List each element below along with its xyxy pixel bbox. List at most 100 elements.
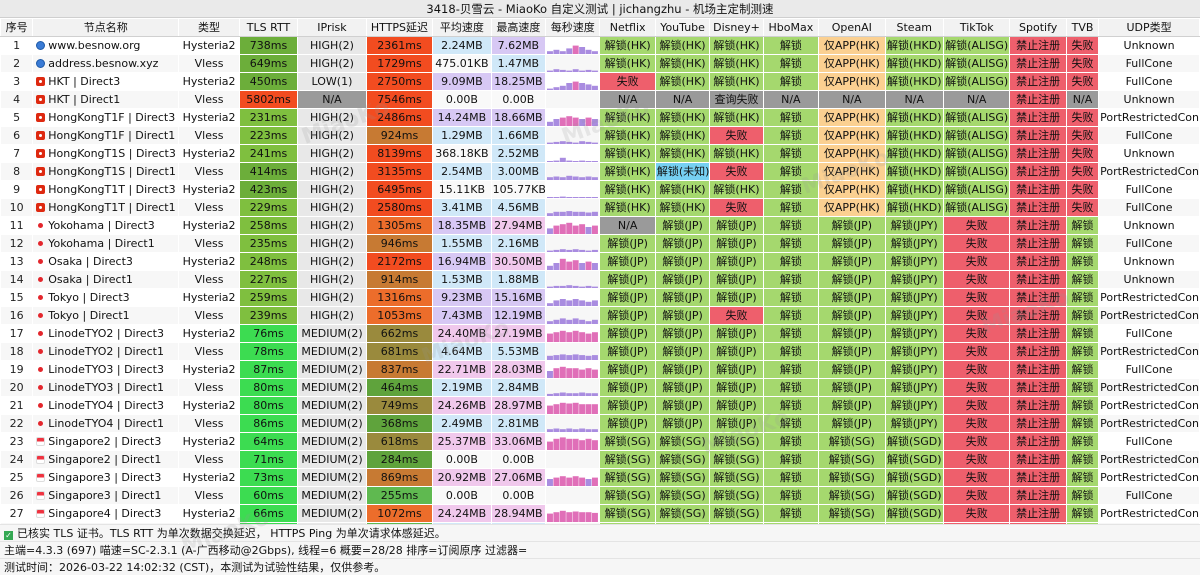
cell-node-name: Yokohama | Direct3 — [32, 216, 180, 235]
cell-type: Vless — [178, 486, 240, 505]
cell-openai: 仅APP(HK) — [818, 180, 886, 199]
sparkline-bar — [592, 197, 598, 198]
table-row: 21 LinodeTYO4 | Direct3 Hysteria2 80ms MEDIU… — [0, 396, 1200, 415]
column-header[interactable]: Disney+ — [709, 18, 764, 37]
cell-avg-speed: 2.24MB — [432, 36, 492, 55]
cell-iprisk: HIGH(2) — [297, 252, 367, 271]
cell-https-delay: 869ms — [365, 468, 434, 487]
cell-openai: 解锁(JP) — [818, 378, 886, 397]
cell-max-speed: 28.94MB — [490, 504, 547, 523]
column-header[interactable]: HTTPS延迟 — [365, 18, 434, 37]
column-header[interactable]: 节点名称 — [32, 18, 180, 37]
cell-tls-rtt: 450ms — [238, 72, 299, 91]
cell-seq: 3 — [0, 72, 34, 91]
cell-speed-sparkline — [545, 126, 601, 145]
node-name-label: HongKongT1S | Direct1 — [48, 164, 176, 178]
column-header[interactable]: 平均速度 — [432, 18, 492, 37]
cell-netflix: 解锁(HK) — [599, 54, 656, 73]
node-name-label: Singapore2 | Direct3 — [48, 434, 162, 448]
column-header[interactable]: 每秒速度 — [545, 18, 601, 37]
column-header[interactable]: HboMax — [762, 18, 820, 37]
cell-youtube: 解锁(HK) — [654, 54, 711, 73]
column-header[interactable]: TLS RTT — [238, 18, 299, 37]
cell-steam: 解锁(HKD) — [884, 162, 944, 181]
sparkline-bar — [592, 404, 598, 414]
sparkline-bar — [553, 300, 560, 306]
cell-disney: 失败 — [709, 126, 764, 145]
cell-udp-type: Unknown — [1098, 144, 1200, 163]
sparkline-bar — [579, 160, 586, 162]
cell-type: Vless — [178, 342, 240, 361]
sparkline-bar — [592, 249, 598, 252]
sparkline-bar — [585, 333, 592, 342]
cell-disney: 解锁(JP) — [709, 396, 764, 415]
cell-https-delay: 2172ms — [365, 252, 434, 271]
cell-avg-speed: 24.40MB — [432, 324, 492, 343]
cell-netflix: 解锁(SG) — [599, 486, 656, 505]
column-header[interactable]: 最高速度 — [490, 18, 547, 37]
cell-seq: 11 — [0, 216, 34, 235]
sparkline-bar — [559, 177, 566, 180]
cell-tvb: N/A — [1065, 90, 1100, 109]
results-table: 序号 节点名称 类型 TLS RTT IPrisk HTTPS延迟 平均速度 最高速度 每秒速度… — [0, 18, 1200, 541]
column-header[interactable]: OpenAI — [818, 18, 886, 37]
cell-youtube: 解锁(HK) — [654, 36, 711, 55]
cell-type: Hysteria2 — [178, 432, 240, 451]
cell-avg-speed: 0.00B — [432, 90, 492, 109]
cell-youtube: 解锁(SG) — [654, 450, 711, 469]
sparkline-bar — [566, 477, 573, 486]
sparkline-bar — [572, 393, 579, 396]
cell-tiktok: 失败 — [942, 270, 1011, 289]
column-header[interactable]: 类型 — [178, 18, 240, 37]
node-name-label: Yokohama | Direct1 — [48, 236, 155, 250]
column-header[interactable]: 序号 — [0, 18, 34, 37]
speed-sparkline — [547, 366, 598, 378]
cell-seq: 7 — [0, 144, 34, 163]
cell-speed-sparkline — [545, 36, 601, 55]
cell-spotify: 禁止注册 — [1009, 198, 1067, 217]
node-name-label: HongKongT1F | Direct3 — [48, 110, 176, 124]
sparkline-bar — [559, 85, 566, 90]
cell-hbomax: 解锁 — [762, 324, 820, 343]
column-header[interactable]: UDP类型 — [1098, 18, 1200, 37]
cell-https-delay: 464ms — [365, 378, 434, 397]
sparkline-bar — [585, 212, 592, 216]
cell-speed-sparkline — [545, 378, 601, 397]
cell-tvb: 解锁 — [1065, 252, 1100, 271]
cell-avg-speed: 3.41MB — [432, 198, 492, 217]
sparkline-bar — [566, 368, 573, 378]
cell-spotify: 禁止注册 — [1009, 468, 1067, 487]
cell-node-name: HongKongT1S | Direct3 — [32, 144, 180, 163]
cell-tvb: 失败 — [1065, 198, 1100, 217]
column-header[interactable]: Netflix — [599, 18, 656, 37]
column-header[interactable]: TVB — [1065, 18, 1100, 37]
node-name-label: LinodeTYO3 | Direct1 — [48, 380, 164, 394]
cell-tiktok: 解锁(ALISG) — [942, 180, 1011, 199]
cell-node-name: HongKongT1S | Direct1 — [32, 162, 180, 181]
cell-netflix: 解锁(SG) — [599, 450, 656, 469]
cell-udp-type: PortRestrictedCone — [1098, 288, 1200, 307]
cell-spotify: 禁止注册 — [1009, 54, 1067, 73]
column-header[interactable]: TikTok — [942, 18, 1011, 37]
sparkline-bar — [547, 371, 553, 378]
cell-netflix: 解锁(JP) — [599, 360, 656, 379]
cell-type: Vless — [178, 54, 240, 73]
column-header[interactable]: Spotify — [1009, 18, 1067, 37]
cell-iprisk: MEDIUM(2) — [297, 432, 367, 451]
sparkline-bar — [579, 286, 586, 288]
cell-seq: 13 — [0, 252, 34, 271]
sparkline-bar — [566, 197, 573, 198]
speed-sparkline — [547, 285, 598, 288]
column-header[interactable]: IPrisk — [297, 18, 367, 37]
sparkline-bar — [559, 437, 566, 450]
column-header[interactable]: Steam — [884, 18, 944, 37]
column-header[interactable]: YouTube — [654, 18, 711, 37]
sparkline-bar — [566, 319, 573, 324]
sparkline-bar — [572, 402, 579, 414]
cell-netflix: 解锁(JP) — [599, 396, 656, 415]
sparkline-bar — [547, 321, 553, 324]
cell-tvb: 失败 — [1065, 54, 1100, 73]
sparkline-bar — [579, 428, 586, 432]
cell-type: Vless — [178, 450, 240, 469]
cell-seq: 14 — [0, 270, 34, 289]
